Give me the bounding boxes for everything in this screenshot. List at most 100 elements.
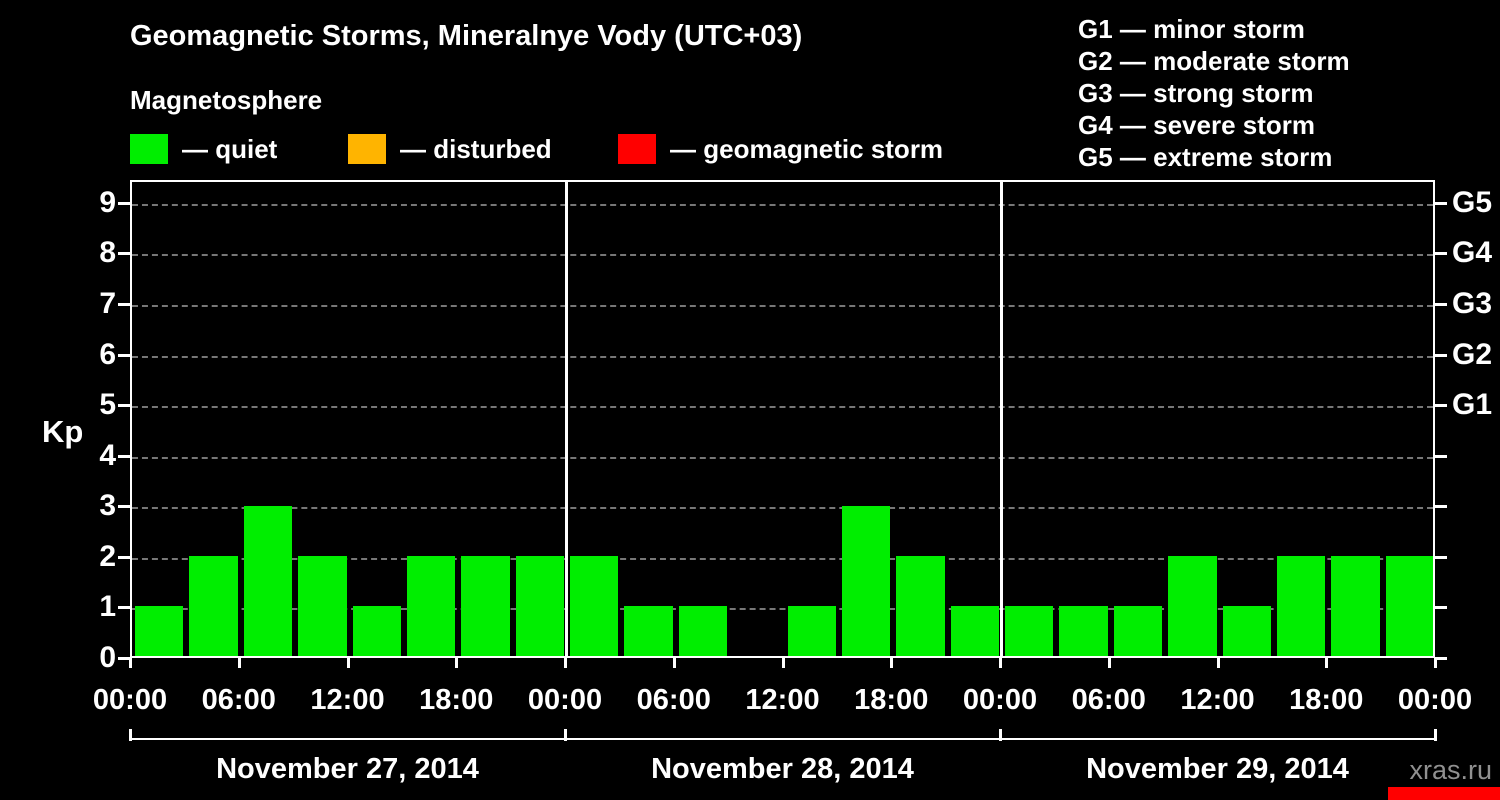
x-tick-label: 00:00 [1397, 684, 1473, 716]
y-axis-tick-right [1435, 302, 1447, 306]
y-axis-title: Kp [42, 414, 84, 449]
date-axis-tick [999, 729, 1002, 741]
y-axis-tick [118, 606, 130, 610]
storm-scale-item: G5 — extreme storm [1078, 142, 1333, 172]
kp-bar [1222, 605, 1271, 656]
x-tick-label: 18:00 [854, 684, 929, 716]
kp-bar [406, 555, 456, 656]
date-axis-tick [129, 729, 132, 741]
gridline-kp-7 [132, 304, 1433, 307]
x-axis-tick [1325, 658, 1329, 668]
y-tick-label: 3 [99, 489, 116, 523]
kp-bar [352, 605, 401, 656]
x-axis-tick [890, 658, 894, 668]
kp-bar [1276, 555, 1326, 656]
x-axis-tick [1434, 658, 1437, 668]
x-tick-label: 06:00 [201, 684, 276, 716]
y-tick-label: 1 [99, 590, 116, 624]
gridline-kp-9 [132, 203, 1433, 206]
g-scale-label: G1 [1452, 388, 1493, 422]
legend-label-storm: — geomagnetic storm [670, 133, 944, 164]
y-axis-tick-right [1435, 353, 1447, 357]
gridline-kp-1 [132, 608, 1433, 611]
y-tick-label: 4 [99, 438, 116, 472]
x-tick-label: 00:00 [527, 684, 603, 716]
x-tick-label: 18:00 [419, 684, 494, 716]
x-tick-label: 06:00 [636, 684, 711, 716]
legend-label-quiet: — quiet [182, 133, 278, 164]
y-axis-tick-right [1435, 657, 1447, 660]
storm-scale-item: G1 — minor storm [1078, 14, 1305, 44]
y-tick-label: 6 [99, 337, 116, 371]
storm-scale-legend: G1 — minor storm G2 — moderate storm G3 — … [1078, 13, 1350, 173]
legend-label-disturbed: — disturbed [400, 133, 552, 164]
x-tick-label: 12:00 [1180, 684, 1255, 716]
date-axis-tick [1434, 729, 1437, 741]
y-axis-tick [118, 555, 130, 559]
storm-scale-item: G2 — moderate storm [1078, 46, 1350, 76]
date-label: November 28, 2014 [651, 753, 914, 785]
kp-bar [787, 605, 836, 656]
kp-bar [515, 555, 564, 656]
y-axis-tick [118, 404, 130, 408]
x-axis-tick [455, 658, 459, 668]
legend-item-quiet: — quiet [130, 132, 277, 166]
y-axis-tick-right [1435, 404, 1447, 408]
y-axis-tick [118, 201, 130, 205]
gridline-kp-2 [132, 557, 1433, 560]
x-axis-tick [672, 658, 676, 668]
y-axis-tick [118, 302, 130, 306]
gridline-kp-3 [132, 507, 1433, 510]
g-scale-label: G4 [1452, 236, 1493, 270]
x-axis-tick [237, 658, 241, 668]
date-axis-tick [564, 729, 567, 741]
gridline-kp-6 [132, 355, 1433, 358]
legend-item-storm: — geomagnetic storm [618, 132, 943, 166]
kp-bar [678, 605, 728, 656]
y-axis-tick-right [1435, 201, 1447, 205]
y-tick-label: 0 [99, 641, 116, 674]
day-separator [1000, 182, 1003, 656]
chart-title: Geomagnetic Storms, Mineralnye Vody (UTC… [130, 20, 803, 52]
watermark: xras.ru [1409, 755, 1492, 785]
chart-subtitle: Magnetosphere [130, 85, 323, 115]
x-axis-tick [1216, 658, 1220, 668]
gridline-kp-5 [132, 406, 1433, 409]
g-scale-label: G5 [1452, 185, 1493, 219]
legend-item-disturbed: — disturbed [348, 132, 552, 166]
kp-bar [1059, 605, 1108, 656]
date-label: November 27, 2014 [216, 753, 479, 785]
y-axis-tick [118, 505, 130, 509]
day-separator [565, 182, 568, 656]
g-scale-label: G2 [1452, 337, 1493, 371]
x-axis-tick [129, 658, 132, 668]
kp-bar [1168, 555, 1217, 656]
y-axis-tick [118, 454, 130, 458]
date-label: November 29, 2014 [1086, 753, 1349, 785]
y-axis-tick-right [1435, 454, 1447, 458]
y-axis-tick [118, 252, 130, 256]
kp-bar [461, 555, 510, 656]
y-axis-tick-right [1435, 505, 1447, 509]
y-axis-tick [118, 657, 130, 660]
gridline-kp-8 [132, 254, 1433, 257]
quiet-color-swatch [130, 134, 168, 164]
gridline-kp-4 [132, 456, 1433, 459]
x-tick-label: 12:00 [310, 684, 385, 716]
kp-bar [570, 555, 619, 656]
x-axis-tick [781, 658, 785, 668]
kp-bar [1331, 555, 1380, 656]
y-tick-label: 9 [99, 185, 116, 219]
y-axis-tick-right [1435, 555, 1447, 559]
kp-bar [243, 505, 293, 656]
kp-bar [1113, 605, 1163, 656]
x-tick-label: 18:00 [1289, 684, 1364, 716]
y-axis-tick-right [1435, 606, 1447, 610]
kp-bar [189, 555, 238, 656]
y-axis-tick [118, 353, 130, 357]
plot-area [130, 180, 1435, 658]
disturbed-color-swatch [348, 134, 386, 164]
kp-bar [1005, 605, 1054, 656]
x-axis-tick [346, 658, 350, 668]
